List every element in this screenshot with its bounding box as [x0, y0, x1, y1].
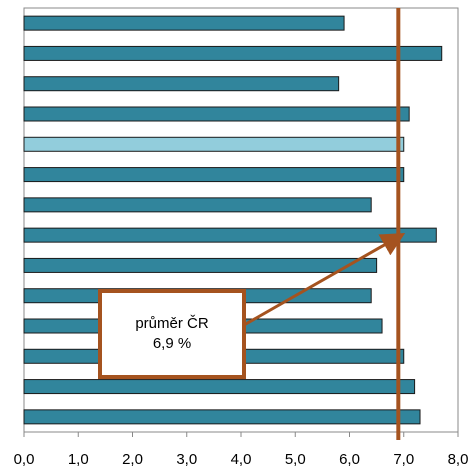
bar — [23, 136, 405, 152]
bar — [23, 227, 437, 243]
bar — [23, 106, 410, 122]
x-tick-label: 2,0 — [122, 451, 143, 468]
annotation-arrow — [243, 233, 406, 327]
bar — [23, 15, 345, 31]
bar — [23, 167, 405, 183]
annotation-label: průměr ČR — [135, 315, 209, 332]
annotation-box — [98, 289, 246, 379]
bar — [23, 76, 340, 92]
x-tick-label: 6,0 — [339, 451, 360, 468]
x-tick-label: 5,0 — [285, 451, 306, 468]
bar — [23, 409, 421, 425]
x-tick-label: 8,0 — [448, 451, 469, 468]
x-tick-label: 3,0 — [176, 451, 197, 468]
x-tick-label: 1,0 — [68, 451, 89, 468]
annotation-value: 6,9 % — [153, 335, 191, 352]
x-tick-label: 0,0 — [14, 451, 35, 468]
bar — [23, 379, 416, 395]
bar — [23, 197, 372, 213]
x-tick-label: 7,0 — [393, 451, 414, 468]
x-tick-label: 4,0 — [231, 451, 252, 468]
bar — [23, 45, 443, 61]
bar — [23, 257, 378, 273]
